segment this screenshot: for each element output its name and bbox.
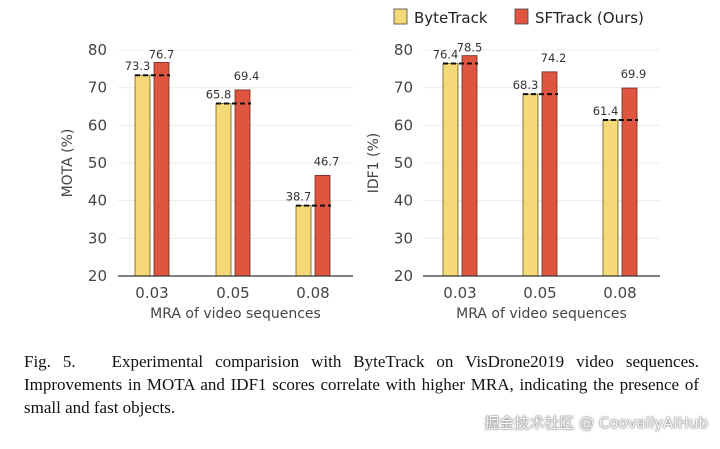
x-tick-label: 0.03 <box>135 284 168 302</box>
bar-bytetrack <box>295 205 312 277</box>
bar-sftrack <box>541 71 558 277</box>
bar-bytetrack <box>134 74 151 277</box>
y-tick-label: 20 <box>394 267 413 285</box>
x-tick-label: 0.08 <box>296 284 329 302</box>
y-tick-label: 70 <box>394 79 413 97</box>
data-label: 69.4 <box>234 69 260 83</box>
bar-sftrack <box>621 87 638 277</box>
y-tick-label: 60 <box>88 116 107 134</box>
data-label: 68.3 <box>513 78 539 92</box>
bar-sftrack <box>153 62 170 277</box>
figure-svg: 20 30 40 50 60 70 80 73.376.7 0.03 65.869.4 0.05 38… <box>60 8 660 322</box>
y-tick-label: 80 <box>88 41 107 59</box>
bar-bytetrack <box>602 119 619 277</box>
legend-swatch-bytetrack <box>393 8 408 25</box>
legend-label: SFTrack (Ours) <box>535 9 644 27</box>
y-axis-label: IDF1 (%) <box>366 133 382 194</box>
y-tick-label: 20 <box>88 267 107 285</box>
legend-label: ByteTrack <box>414 9 488 27</box>
data-label: 73.3 <box>125 59 151 73</box>
bar-bytetrack <box>215 103 232 277</box>
x-axis-label: MRA of video sequences <box>456 306 627 322</box>
data-label: 76.7 <box>149 47 175 61</box>
y-tick-label: 30 <box>88 229 107 247</box>
figure-caption: Fig. 5. Experimental comparision with By… <box>24 350 699 419</box>
data-label: 78.5 <box>457 41 483 55</box>
x-tick-label: 0.08 <box>603 284 636 302</box>
caption-text: Experimental comparision with ByteTrack … <box>24 352 700 417</box>
y-tick-label: 50 <box>88 154 107 172</box>
caption-label: Fig. 5. <box>24 352 76 371</box>
bar-sftrack <box>314 175 331 277</box>
x-tick-label: 0.03 <box>443 284 476 302</box>
y-tick-label: 40 <box>88 192 107 210</box>
legend-swatch-sftrack <box>514 8 529 25</box>
x-tick-label: 0.05 <box>523 284 556 302</box>
y-axis-label: MOTA (%) <box>60 129 76 198</box>
bar-sftrack <box>234 89 251 277</box>
y-tick-label: 40 <box>394 192 413 210</box>
data-label: 69.9 <box>621 67 647 81</box>
data-label: 61.4 <box>593 104 619 118</box>
bar-sftrack <box>461 55 478 277</box>
y-tick-label: 30 <box>394 229 413 247</box>
data-label: 38.7 <box>286 190 312 204</box>
data-label: 65.8 <box>206 87 232 101</box>
y-tick-label: 80 <box>394 41 413 59</box>
x-axis-label: MRA of video sequences <box>150 306 321 322</box>
data-label: 74.2 <box>541 51 567 65</box>
y-tick-label: 50 <box>394 154 413 172</box>
watermark: 掘金技术社区 @ CoovallyAIHub <box>484 414 708 432</box>
data-label: 46.7 <box>314 154 340 168</box>
bar-bytetrack <box>522 93 539 277</box>
y-tick-label: 60 <box>394 116 413 134</box>
x-tick-label: 0.05 <box>216 284 249 302</box>
bar-bytetrack <box>442 63 459 277</box>
y-tick-label: 70 <box>88 79 107 97</box>
data-label: 76.4 <box>433 48 459 62</box>
